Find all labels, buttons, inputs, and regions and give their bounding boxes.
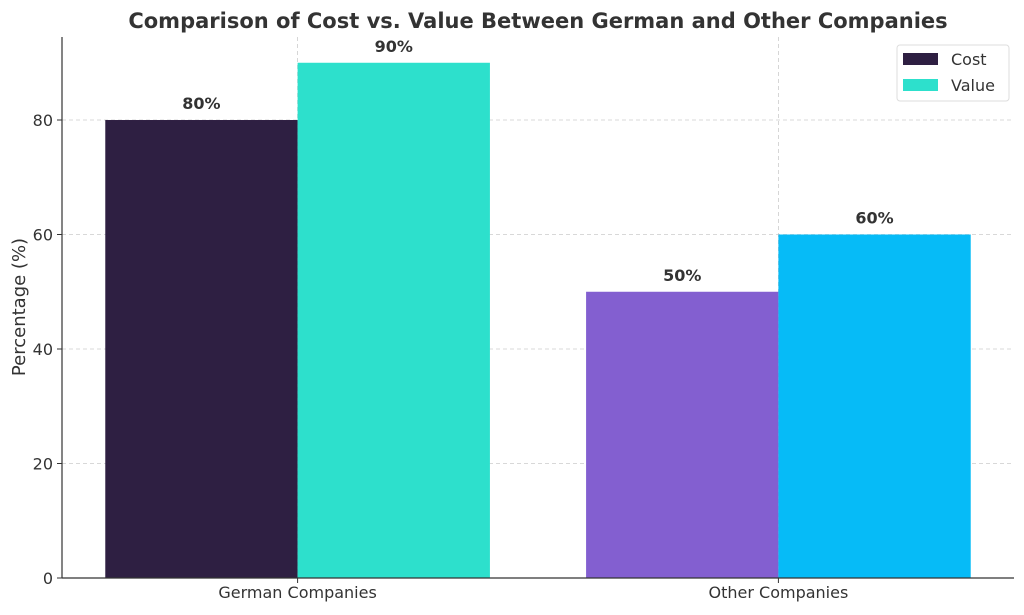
bar-value (297, 62, 490, 579)
data-labels: 80% 50% 90% 60% (182, 37, 893, 285)
data-label: 80% (182, 94, 220, 113)
y-tick-label: 80 (33, 111, 53, 130)
legend: Cost Value (896, 44, 1010, 102)
legend-swatch-cost (903, 53, 938, 65)
chart-title: Comparison of Cost vs. Value Between Ger… (128, 9, 947, 33)
bars (105, 62, 971, 579)
y-tick-label: 40 (33, 340, 53, 359)
y-ticks: 0 20 40 60 80 (33, 111, 62, 588)
y-tick-label: 0 (43, 569, 53, 588)
x-tick-label: German Companies (218, 583, 376, 602)
bar-value (778, 234, 971, 578)
data-label: 90% (375, 37, 413, 56)
data-label: 60% (855, 209, 893, 228)
data-label: 50% (663, 266, 701, 285)
y-axis-label: Percentage (%) (9, 238, 30, 376)
y-tick-label: 20 (33, 455, 53, 474)
bar-cost (586, 291, 779, 578)
y-tick-label: 60 (33, 226, 53, 245)
x-ticks: German Companies Other Companies (218, 578, 848, 602)
legend-label-cost: Cost (951, 50, 987, 69)
legend-swatch-value (903, 79, 938, 91)
bar-cost (105, 120, 298, 578)
x-tick-label: Other Companies (709, 583, 849, 602)
legend-label-value: Value (951, 76, 995, 95)
